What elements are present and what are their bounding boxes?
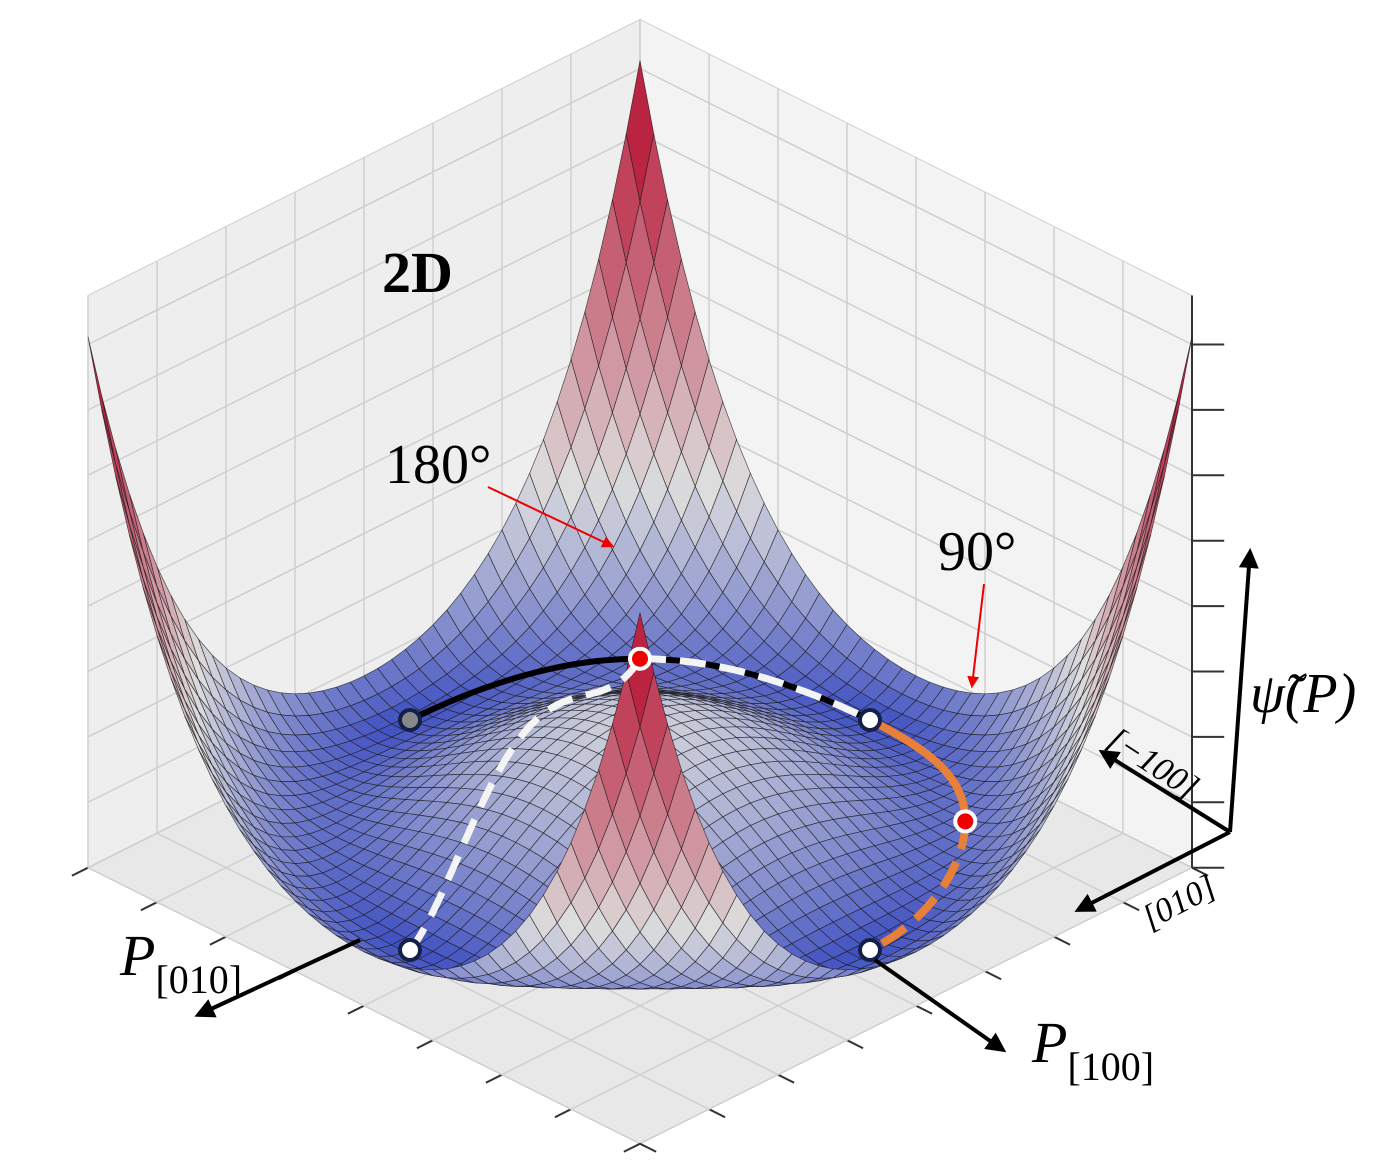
paths xyxy=(398,646,978,962)
tick-mark xyxy=(984,970,1002,981)
state-point xyxy=(628,646,652,671)
grid-line xyxy=(639,133,1193,411)
tick-mark xyxy=(846,1039,864,1050)
axis-label: P[100] xyxy=(1031,1010,1154,1089)
tick-mark xyxy=(347,1004,365,1015)
tick-mark xyxy=(639,1142,657,1153)
path-90 xyxy=(868,821,970,954)
grid-line xyxy=(87,198,641,476)
state-point xyxy=(858,708,882,732)
axis-arrow xyxy=(873,958,1007,1053)
axis-label: ψ̃(P) xyxy=(1250,663,1356,725)
grid-line xyxy=(87,67,641,346)
axis-arrow xyxy=(1074,830,1231,912)
annotation: 180° xyxy=(385,434,491,496)
axis-subscript: [100] xyxy=(1067,1044,1154,1089)
grid-line xyxy=(639,264,1193,542)
tick-mark xyxy=(209,935,227,946)
tick-mark xyxy=(416,1039,434,1050)
axis-arrow xyxy=(1228,548,1259,833)
axis-label: P[010] xyxy=(119,923,242,1002)
tick-mark xyxy=(1191,866,1209,877)
grid-line xyxy=(639,867,1193,1145)
annotation: 90° xyxy=(938,521,1016,583)
tick-mark xyxy=(485,1073,503,1084)
axis-symbol: P xyxy=(119,923,155,988)
path-180 xyxy=(639,655,872,724)
tick-mark xyxy=(777,1073,795,1084)
tick-mark xyxy=(1122,901,1140,912)
tick-mark xyxy=(708,1108,726,1119)
tick-mark xyxy=(623,1142,641,1153)
annotation-arrow xyxy=(967,583,985,689)
annotation-arrow xyxy=(487,486,615,548)
grid-line xyxy=(639,67,1193,346)
path-90 xyxy=(868,716,970,822)
state-point xyxy=(398,938,422,962)
grid-line xyxy=(87,264,641,542)
state-point xyxy=(398,708,422,732)
surface xyxy=(87,60,1193,990)
axis-arrow xyxy=(194,938,361,1018)
grid-line xyxy=(87,329,641,607)
tick-mark xyxy=(71,866,89,877)
tick-mark xyxy=(1053,935,1071,946)
axis-subscript: [010] xyxy=(155,957,242,1002)
state-point xyxy=(858,938,882,962)
path-180 xyxy=(407,656,643,953)
tick-mark xyxy=(140,901,158,912)
axis-arrow xyxy=(1098,749,1232,834)
state-point xyxy=(953,809,978,834)
grid-line xyxy=(639,329,1193,607)
tick-mark xyxy=(554,1108,572,1119)
grid-line xyxy=(87,867,641,1145)
axis-symbol: P xyxy=(1031,1010,1067,1075)
tick-mark xyxy=(915,1004,933,1015)
figure-title: 2D xyxy=(382,240,453,305)
grid-line xyxy=(87,133,641,411)
grid-line xyxy=(639,198,1193,476)
